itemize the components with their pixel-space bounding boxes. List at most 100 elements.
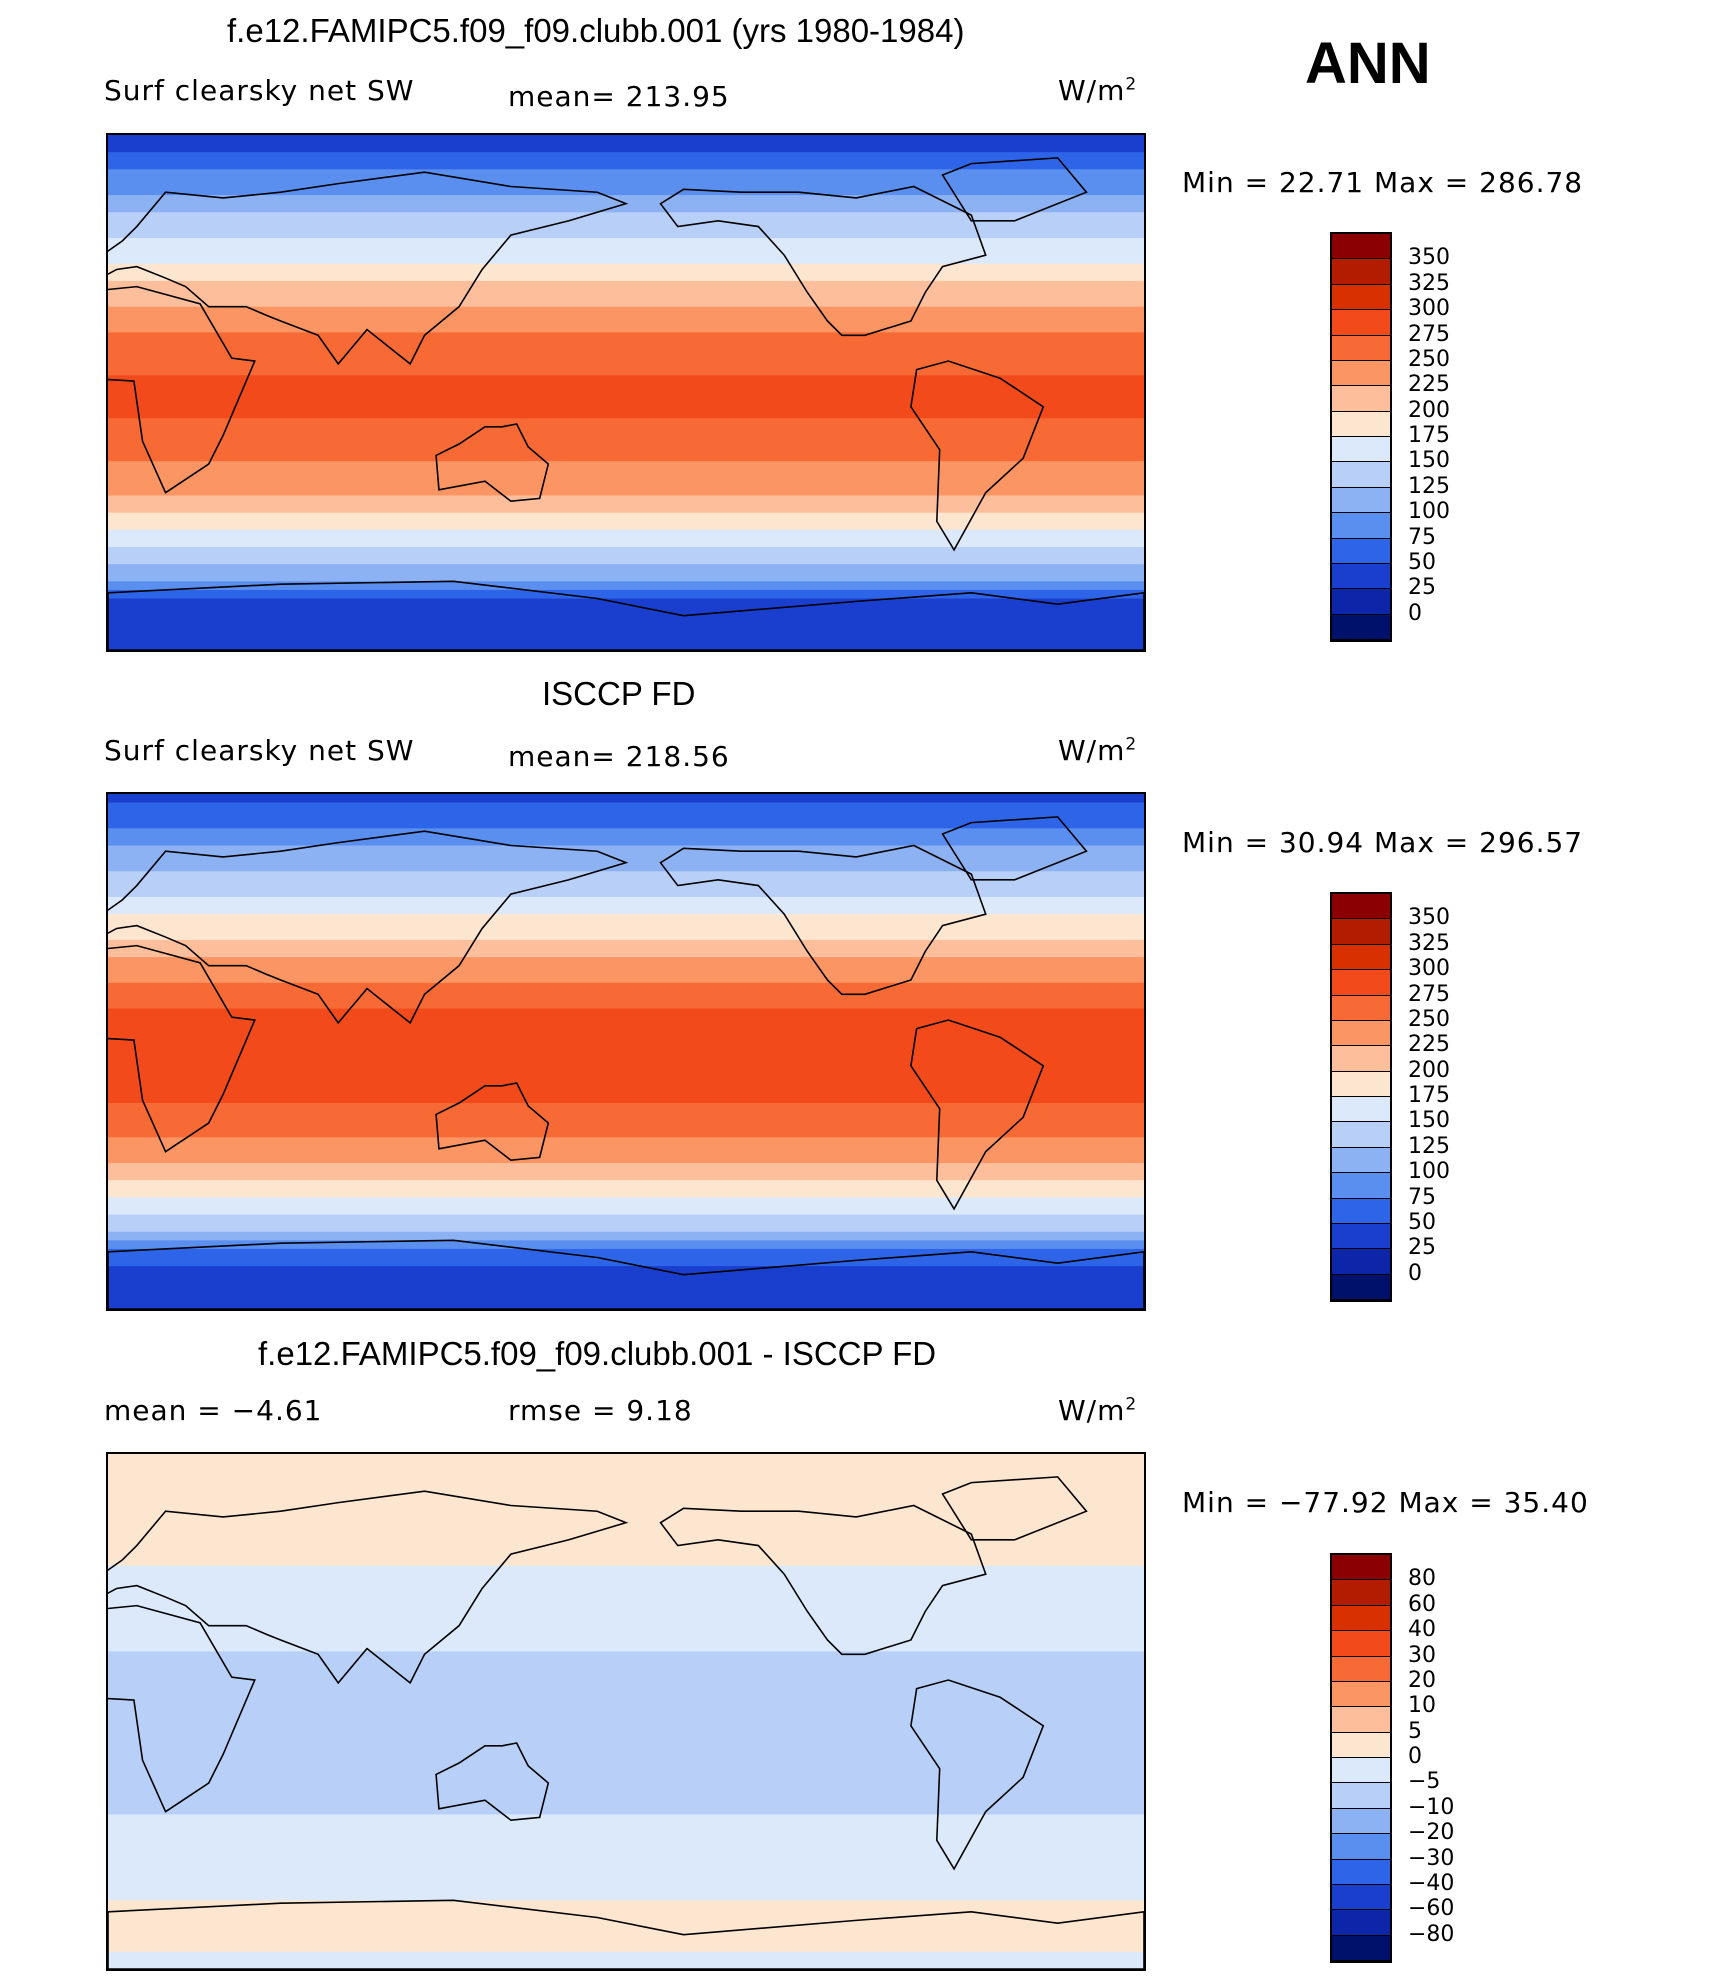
colorbar-tick-label: 20	[1408, 1667, 1436, 1693]
colorbar-swatch	[1332, 1580, 1390, 1606]
map-latitude-band	[108, 794, 1144, 804]
map-latitude-band	[108, 1496, 1144, 1507]
coastline	[108, 1239, 1144, 1309]
colorbar-swatch	[1332, 259, 1390, 285]
map-latitude-band	[108, 1745, 1144, 1756]
map-latitude-band	[108, 469, 1144, 479]
colorbar-swatch	[1332, 1631, 1390, 1657]
map-latitude-band	[108, 888, 1144, 898]
colorbar-tick-label: 60	[1408, 1591, 1436, 1617]
colorbar-tick-label: 100	[1408, 499, 1450, 525]
colorbar-tick-label: 25	[1408, 1235, 1436, 1261]
colorbar-tick-label: −40	[1408, 1870, 1455, 1896]
map-latitude-band	[108, 280, 1144, 291]
colorbar-tick-label: 275	[1408, 321, 1450, 347]
colorbar-swatch	[1332, 1935, 1390, 1961]
map-latitude-band	[108, 555, 1144, 565]
map-latitude-band	[108, 1754, 1144, 1764]
colorbar-swatch	[1332, 1758, 1390, 1784]
colorbar-tick-label: 80	[1408, 1566, 1436, 1592]
map-latitude-band	[108, 1479, 1144, 1489]
colorbar-tick-label: 300	[1408, 296, 1450, 322]
colorbar-tick-label: 0	[1408, 1744, 1422, 1769]
colorbar-swatch	[1332, 1707, 1390, 1733]
map-latitude-band	[108, 1900, 1144, 1910]
colorbar-tick-label: 75	[1408, 524, 1436, 550]
panel3-colorbar	[1330, 1553, 1392, 1963]
map-latitude-band	[108, 905, 1144, 915]
map-latitude-band	[108, 1240, 1144, 1250]
map-latitude-band	[108, 581, 1144, 591]
map-latitude-band	[108, 939, 1144, 950]
map-latitude-band	[108, 1651, 1144, 1661]
map-latitude-band	[108, 1471, 1144, 1481]
map-latitude-band	[108, 529, 1144, 540]
map-latitude-band	[108, 512, 1144, 522]
panel1-title: f.e12.FAMIPC5.f09_f09.clubb.001 (yrs 198…	[227, 12, 965, 49]
colorbar-tick-label: 40	[1408, 1617, 1436, 1643]
map-latitude-band	[108, 957, 1144, 967]
map-latitude-band	[108, 1539, 1144, 1550]
map-latitude-band	[108, 802, 1144, 812]
map-latitude-band	[108, 332, 1144, 342]
colorbar-swatch	[1332, 1605, 1390, 1632]
map-latitude-band	[108, 1866, 1144, 1876]
colorbar-swatch	[1332, 437, 1390, 463]
coastline	[435, 1742, 550, 1822]
map-latitude-band	[108, 1840, 1144, 1850]
map-latitude-band	[108, 991, 1144, 1001]
panel2-colorbar	[1330, 892, 1392, 1302]
map-latitude-band	[108, 572, 1144, 582]
colorbar-tick-label: −10	[1408, 1794, 1455, 1820]
map-latitude-band	[108, 418, 1144, 428]
map-latitude-band	[108, 819, 1144, 829]
map-latitude-band	[108, 383, 1144, 394]
map-latitude-band	[108, 452, 1144, 462]
map-latitude-band	[108, 135, 1144, 145]
panel3-rmse: rmse = 9.18	[508, 1394, 693, 1427]
colorbar-tick-label: 50	[1408, 1209, 1436, 1235]
map-latitude-band	[108, 589, 1144, 600]
coastline	[941, 1476, 1088, 1541]
coastline	[910, 1679, 1045, 1871]
colorbar-tick-label: 50	[1408, 549, 1436, 575]
map-latitude-band	[108, 547, 1144, 557]
map-latitude-band	[108, 1145, 1144, 1156]
map-latitude-band	[108, 315, 1144, 325]
map-latitude-band	[108, 1077, 1144, 1087]
map-latitude-band	[108, 1188, 1144, 1199]
coastline	[910, 1019, 1045, 1211]
panel2-mean: mean= 218.56	[508, 740, 730, 773]
map-latitude-band	[108, 1797, 1144, 1807]
map-latitude-band	[108, 289, 1144, 299]
colorbar-swatch	[1332, 284, 1390, 311]
map-latitude-band	[108, 564, 1144, 574]
colorbar-swatch	[1332, 1808, 1390, 1835]
colorbar-swatch	[1332, 1173, 1390, 1199]
map-latitude-band	[108, 409, 1144, 419]
colorbar-swatch	[1332, 1020, 1390, 1047]
map-latitude-band	[108, 1677, 1144, 1687]
colorbar-swatch	[1332, 1656, 1390, 1682]
map-latitude-band	[108, 1505, 1144, 1515]
map-latitude-band	[108, 366, 1144, 376]
map-latitude-band	[108, 1943, 1144, 1953]
colorbar-tick-label: −30	[1408, 1845, 1455, 1871]
map-latitude-band	[108, 854, 1144, 864]
map-latitude-band	[108, 1737, 1144, 1747]
colorbar-swatch	[1332, 970, 1390, 996]
map-latitude-band	[108, 1823, 1144, 1833]
colorbar-tick-label: 200	[1408, 1057, 1450, 1083]
map-latitude-band	[108, 160, 1144, 170]
map-latitude-band	[108, 1780, 1144, 1790]
colorbar-tick-label: 100	[1408, 1159, 1450, 1185]
map-latitude-band	[108, 914, 1144, 924]
map-latitude-band	[108, 1042, 1144, 1053]
map-latitude-band	[108, 845, 1144, 855]
map-latitude-band	[108, 1702, 1144, 1713]
map-latitude-band	[108, 1137, 1144, 1147]
map-latitude-band	[108, 298, 1144, 308]
colorbar-swatch	[1332, 1555, 1390, 1581]
colorbar-swatch	[1332, 411, 1390, 437]
map-latitude-band	[108, 358, 1144, 368]
